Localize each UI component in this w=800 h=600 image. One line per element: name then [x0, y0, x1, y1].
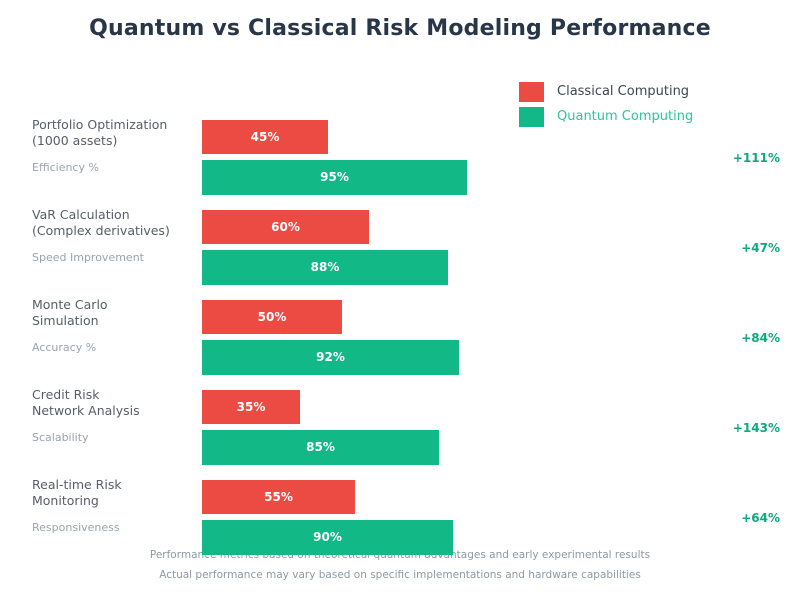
metric-label: Scalability: [32, 431, 89, 444]
category-label: Credit Risk Network Analysis: [32, 387, 140, 418]
metric-label: Accuracy %: [32, 341, 97, 354]
quantum-bar[interactable]: 92%: [202, 340, 459, 375]
improvement-label: +47%: [741, 241, 780, 255]
classical-bar[interactable]: 35%: [202, 390, 300, 424]
classical-bar-value: 45%: [250, 130, 280, 144]
quantum-bar-value: 90%: [313, 530, 342, 544]
classical-bar-value: 55%: [264, 490, 293, 504]
footnote-line-2: Actual performance may vary based on spe…: [159, 569, 641, 581]
category-label: Portfolio Optimization (1000 assets): [32, 117, 168, 148]
metric-label: Speed Improvement: [32, 251, 144, 264]
quantum-bar-value: 95%: [320, 170, 349, 184]
bar-group: Real-time Risk Monitoring Responsiveness 55…: [0, 477, 800, 570]
improvement-label: +84%: [741, 331, 780, 345]
category-label: VaR Calculation (Complex derivatives): [32, 207, 170, 238]
chart-title: Quantum vs Classical Risk Modeling Perfo…: [89, 16, 711, 41]
quantum-bar[interactable]: 90%: [202, 520, 453, 555]
classical-swatch-icon: [519, 81, 544, 102]
bar-groups: Portfolio Optimization (1000 assets) Effic…: [0, 117, 800, 570]
legend-label-quantum: Quantum Computing: [557, 109, 694, 124]
legend-item-quantum[interactable]: Quantum Computing: [519, 106, 693, 127]
legend: Classical Computing Quantum Computing: [519, 81, 693, 131]
quantum-bar-value: 88%: [310, 260, 340, 274]
classical-bar-value: 60%: [271, 220, 300, 234]
metric-label: Responsiveness: [32, 521, 120, 534]
quantum-bar[interactable]: 88%: [202, 250, 448, 285]
quantum-bar-value: 85%: [306, 440, 335, 454]
improvement-label: +64%: [741, 511, 780, 525]
quantum-bar[interactable]: 85%: [202, 430, 439, 465]
bar-group: VaR Calculation (Complex derivatives) Spee…: [0, 207, 800, 300]
classical-bar[interactable]: 55%: [202, 480, 355, 514]
bar-group: Credit Risk Network Analysis Scalability 35…: [0, 387, 800, 480]
classical-bar[interactable]: 50%: [202, 300, 342, 334]
classical-bar-value: 35%: [236, 400, 266, 414]
category-label: Real-time Risk Monitoring: [32, 477, 122, 508]
quantum-bar[interactable]: 95%: [202, 160, 467, 195]
classical-bar[interactable]: 45%: [202, 120, 328, 154]
improvement-label: +143%: [732, 421, 780, 435]
classical-bar[interactable]: 60%: [202, 210, 369, 244]
legend-item-classical[interactable]: Classical Computing: [519, 81, 693, 102]
bar-group: Monte Carlo Simulation Accuracy % 50% 92% +84…: [0, 297, 800, 390]
improvement-label: +111%: [732, 151, 780, 165]
quantum-swatch-icon: [519, 106, 544, 127]
metric-label: Efficiency %: [32, 161, 99, 174]
bar-group: Portfolio Optimization (1000 assets) Effic…: [0, 117, 800, 210]
quantum-bar-value: 92%: [316, 350, 345, 364]
category-label: Monte Carlo Simulation: [32, 297, 108, 328]
classical-bar-value: 50%: [257, 310, 287, 324]
legend-label-classical: Classical Computing: [557, 84, 690, 99]
